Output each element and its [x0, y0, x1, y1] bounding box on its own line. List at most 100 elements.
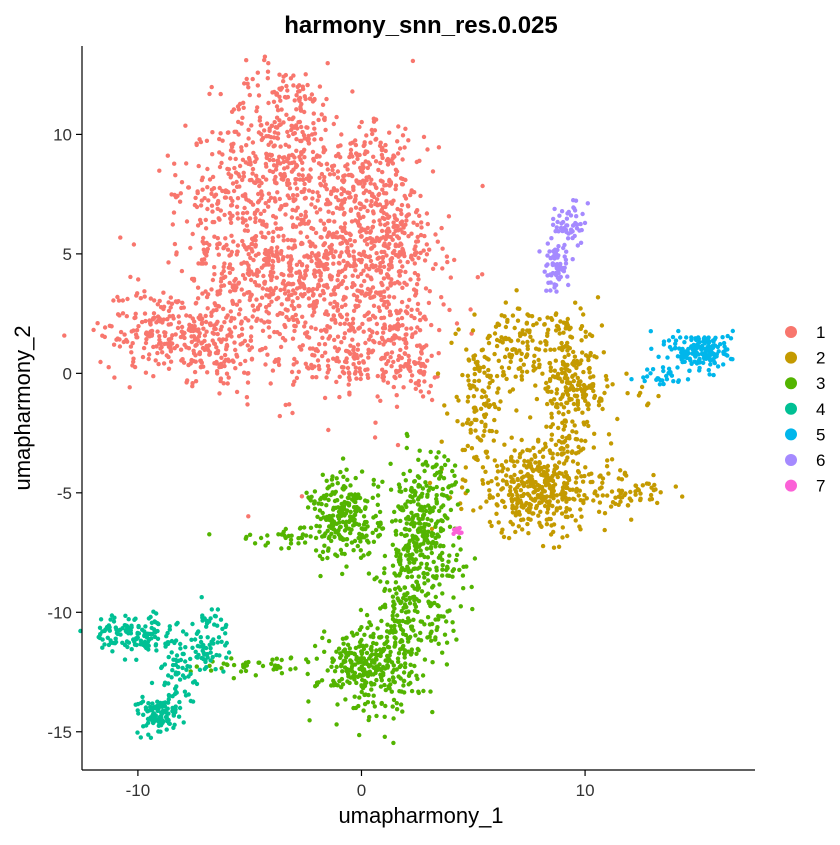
data-point [184, 219, 190, 224]
data-point [133, 311, 138, 316]
data-point [534, 467, 539, 472]
data-point [190, 231, 195, 237]
data-point [291, 382, 296, 387]
data-point [376, 167, 381, 173]
data-point [557, 346, 562, 351]
data-point [289, 127, 294, 133]
data-point [673, 341, 678, 346]
data-point [588, 375, 593, 380]
data-point [549, 411, 554, 416]
data-point [250, 202, 256, 207]
data-point [176, 314, 181, 319]
data-point [425, 516, 430, 522]
data-point [410, 583, 415, 589]
data-point [331, 172, 337, 177]
data-point [217, 136, 222, 142]
data-point [583, 353, 589, 358]
data-point [169, 192, 174, 197]
data-point [532, 485, 537, 490]
data-point [308, 525, 314, 530]
data-point [403, 126, 408, 131]
data-point [373, 201, 378, 207]
data-point [360, 178, 366, 183]
data-point [322, 147, 328, 153]
data-point [415, 587, 420, 592]
data-point [339, 501, 344, 507]
data-point [350, 321, 356, 326]
data-point [168, 349, 174, 354]
data-point [369, 277, 374, 282]
data-point [244, 58, 249, 63]
data-point [566, 409, 571, 415]
data-point [193, 359, 198, 364]
data-point [108, 617, 113, 622]
data-point [212, 341, 218, 347]
data-point [517, 348, 522, 353]
data-point [359, 260, 364, 265]
data-point [409, 650, 414, 655]
data-point [425, 147, 430, 152]
data-point [552, 375, 558, 380]
data-point [375, 394, 380, 399]
data-point [321, 221, 327, 226]
data-point [306, 296, 312, 301]
data-point [242, 338, 248, 344]
data-point [234, 184, 240, 189]
data-point [279, 107, 284, 112]
data-point [255, 305, 261, 310]
data-point [289, 292, 294, 297]
data-point [409, 326, 414, 331]
data-point [189, 326, 194, 331]
data-point [205, 206, 210, 212]
data-point [507, 352, 512, 357]
data-point [312, 353, 317, 358]
data-point [358, 234, 364, 239]
data-point [365, 242, 370, 247]
data-point [416, 457, 421, 462]
data-point [221, 268, 226, 274]
data-point [535, 487, 541, 492]
data-point [427, 567, 432, 572]
data-point [179, 305, 184, 311]
data-point [355, 156, 360, 162]
data-point [113, 625, 119, 630]
data-point [554, 465, 559, 471]
data-point [222, 195, 228, 200]
data-point [416, 689, 421, 694]
data-point [241, 170, 246, 175]
data-point [188, 245, 193, 251]
data-point [365, 372, 370, 378]
data-point [422, 233, 427, 239]
data-point [397, 269, 402, 274]
data-point [533, 383, 538, 388]
data-point [312, 309, 317, 315]
data-point [503, 300, 508, 305]
data-point [122, 657, 128, 662]
data-point [274, 226, 280, 231]
data-point [223, 274, 228, 279]
data-point [295, 205, 300, 210]
data-point [308, 254, 313, 259]
data-point [207, 91, 212, 97]
data-point [192, 679, 197, 684]
data-point [570, 429, 575, 434]
data-point [389, 624, 394, 629]
data-point [369, 177, 374, 182]
data-point [354, 654, 359, 660]
data-point [434, 484, 439, 490]
data-point [418, 553, 423, 558]
data-point [176, 714, 182, 719]
data-point [389, 350, 395, 355]
data-point [388, 355, 393, 360]
data-point [394, 393, 399, 398]
data-point [574, 387, 580, 392]
data-point [259, 123, 264, 128]
data-point [429, 518, 434, 523]
data-point [513, 489, 519, 494]
data-point [380, 187, 385, 192]
data-point [364, 178, 369, 183]
data-point [577, 488, 582, 493]
data-point [239, 326, 245, 332]
data-point [361, 249, 367, 254]
data-point [377, 662, 382, 667]
